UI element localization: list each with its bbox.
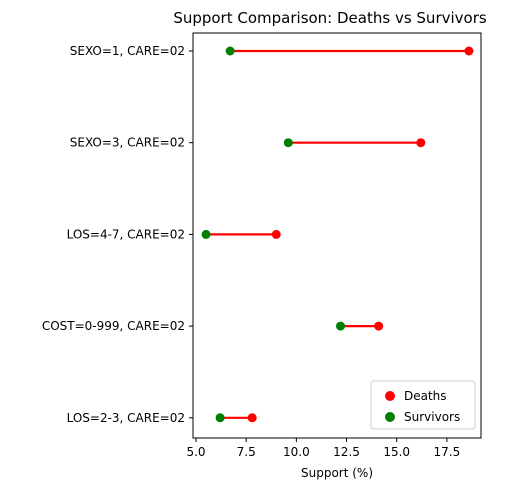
y-tick-label: LOS=2-3, CARE=02: [67, 411, 185, 425]
x-tick-label: 5.0: [186, 445, 205, 459]
chart-title: Support Comparison: Deaths vs Survivors: [173, 9, 487, 27]
x-tick-label: 15.0: [383, 445, 410, 459]
deaths-point: [416, 138, 426, 148]
connector-lines: [206, 49, 469, 419]
y-tick-label: SEXO=1, CARE=02: [70, 44, 185, 58]
x-tick-label: 12.5: [333, 445, 360, 459]
legend-marker-deaths: [385, 391, 395, 401]
plot-area-frame: [192, 32, 482, 439]
survivors-point: [283, 138, 293, 148]
survivors-point: [225, 46, 235, 56]
x-axis-ticks: 5.0 7.5 10.0 12.5 15.0 17.5: [186, 438, 460, 459]
deaths-point: [374, 321, 384, 331]
x-axis-label: Support (%): [301, 466, 373, 480]
deaths-point: [247, 413, 257, 423]
survivors-point: [215, 413, 225, 423]
deaths-point: [271, 229, 281, 239]
legend-marker-survivors: [385, 412, 395, 422]
data-points: [201, 46, 474, 423]
y-tick-label: COST=0-999, CARE=02: [42, 319, 185, 333]
legend-label-survivors: Survivors: [404, 410, 460, 424]
y-axis-ticks: SEXO=1, CARE=02 SEXO=3, CARE=02 LOS=4-7, C…: [42, 44, 193, 425]
x-tick-label: 10.0: [283, 445, 310, 459]
survivors-point: [336, 321, 346, 331]
y-tick-label: SEXO=3, CARE=02: [70, 136, 185, 150]
x-tick-label: 7.5: [237, 445, 256, 459]
y-tick-label: LOS=4-7, CARE=02: [67, 227, 185, 241]
x-tick-label: 17.5: [434, 445, 461, 459]
legend-frame: [370, 380, 476, 430]
legend-label-deaths: Deaths: [404, 389, 447, 403]
survivors-point: [201, 229, 211, 239]
deaths-point: [464, 46, 474, 56]
legend: Deaths Survivors: [370, 380, 476, 430]
